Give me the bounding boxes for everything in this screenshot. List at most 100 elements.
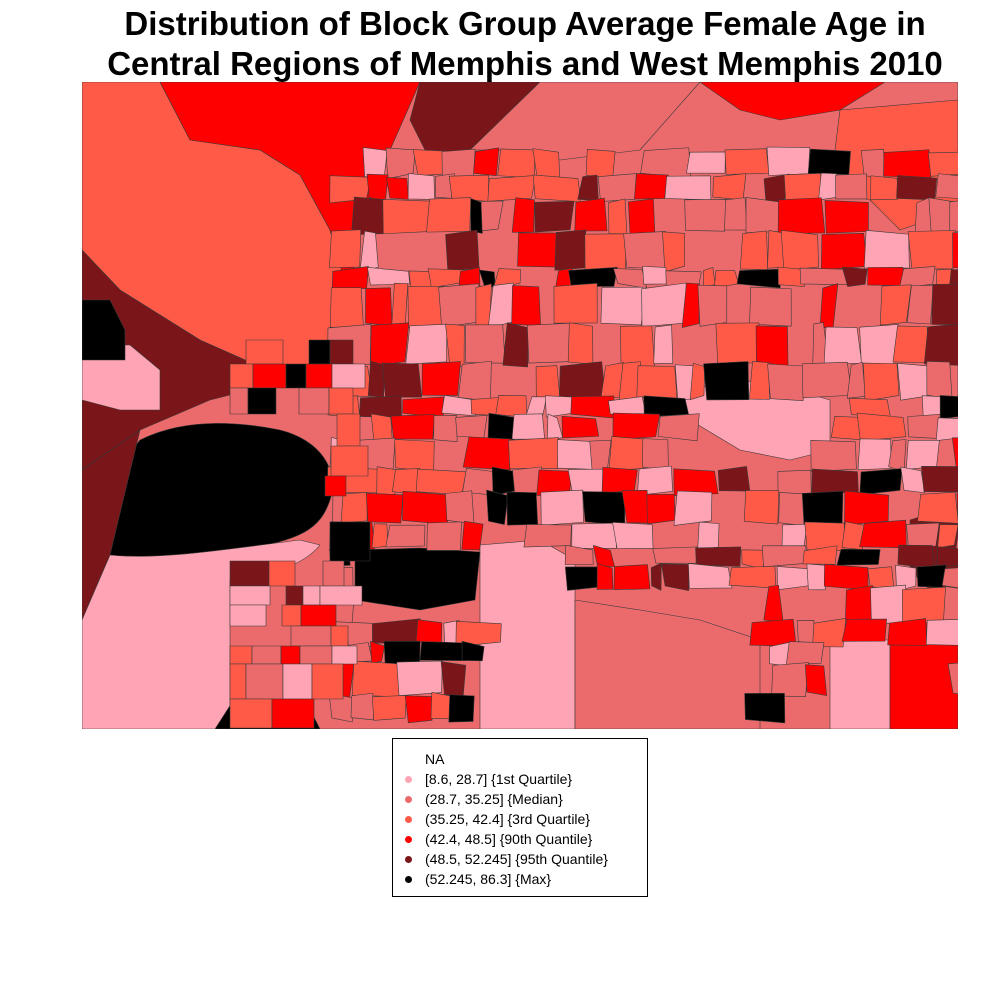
block-group (818, 172, 838, 201)
block-group (480, 200, 504, 232)
block-group (559, 361, 606, 398)
block-group (695, 546, 742, 567)
block-group (921, 466, 958, 493)
block-group (229, 604, 267, 627)
block-group (642, 266, 667, 285)
region-northeast-red (699, 82, 886, 121)
block-group (899, 266, 936, 289)
block-group (247, 387, 277, 415)
block-group (426, 197, 472, 233)
legend-label: (28.7, 35.25] {Median} (425, 791, 563, 807)
block-group (540, 489, 584, 526)
block-group (724, 148, 770, 175)
block-group (462, 436, 512, 471)
block-group (600, 286, 647, 326)
block-group (835, 173, 868, 200)
region-south-black-1 (354, 547, 481, 611)
block-group (859, 324, 899, 367)
block-group (464, 324, 506, 364)
block-group (245, 339, 284, 365)
block-group (907, 413, 941, 439)
block-group (608, 198, 628, 235)
block-group (557, 439, 593, 470)
block-group (511, 197, 535, 233)
block-group (628, 198, 656, 234)
block-group (923, 323, 958, 366)
block-group (553, 283, 598, 324)
block-group (926, 361, 953, 400)
block-group (461, 520, 484, 551)
block-group (646, 494, 676, 525)
legend-item: (35.25, 42.4] {3rd Quartile} (403, 809, 590, 829)
block-group (330, 445, 369, 477)
block-group (939, 395, 958, 420)
block-group (744, 692, 786, 724)
block-group (251, 645, 282, 665)
block-group (867, 267, 906, 287)
block-group (859, 468, 903, 495)
block-group (935, 173, 958, 199)
block-group (821, 232, 868, 271)
block-group (570, 395, 615, 419)
block-group (650, 562, 662, 591)
block-group (796, 620, 816, 646)
legend-label: (42.4, 48.5] {90th Quantile} (425, 831, 593, 847)
legend-label: [8.6, 28.7] {1st Quartile} (425, 771, 573, 787)
block-group (811, 468, 859, 494)
block-group (612, 412, 661, 441)
block-group (328, 387, 354, 415)
block-group (561, 416, 600, 439)
legend-swatch (405, 875, 412, 883)
block-group (506, 491, 539, 526)
block-group (778, 492, 805, 527)
block-group (641, 282, 687, 327)
block-group (836, 548, 881, 566)
block-group (445, 229, 480, 271)
block-group (688, 563, 733, 589)
block-group (487, 175, 537, 202)
block-group (879, 284, 912, 326)
block-group (391, 282, 409, 329)
block-group (458, 360, 492, 402)
block-group (806, 563, 827, 591)
block-group (844, 490, 889, 526)
block-group (724, 197, 748, 231)
block-group (370, 322, 410, 367)
region-northwest-black (82, 299, 126, 361)
block-group (385, 147, 416, 180)
block-group (511, 285, 541, 327)
block-group (728, 565, 777, 589)
block-group (870, 584, 907, 624)
block-group (461, 640, 485, 662)
block-group (653, 324, 674, 364)
block-group (905, 439, 940, 470)
block-group (281, 604, 302, 627)
block-group (917, 491, 958, 524)
block-group (608, 436, 645, 471)
block-group (554, 229, 587, 271)
block-group (329, 229, 362, 268)
block-group (776, 566, 810, 591)
region-southeast-pink (829, 639, 891, 729)
block-groups (229, 146, 958, 729)
legend-swatch (405, 815, 412, 823)
block-group (567, 468, 604, 494)
block-group (895, 564, 917, 592)
legend-label: (48.5, 52.245] {95th Quantile} (425, 851, 608, 867)
block-group (584, 233, 627, 272)
block-group (623, 231, 666, 269)
legend-label: (52.245, 86.3] {Max} (425, 871, 552, 887)
block-group (330, 625, 349, 647)
block-group (830, 416, 862, 441)
block-group (739, 230, 769, 271)
block-group (870, 175, 899, 201)
block-group (329, 287, 364, 328)
legend-label: (35.25, 42.4] {3rd Quartile} (425, 811, 590, 827)
block-group (916, 564, 947, 588)
block-group (689, 362, 705, 400)
block-group (717, 466, 751, 492)
block-group (371, 523, 389, 549)
block-group (589, 439, 612, 471)
block-group (565, 566, 601, 591)
block-group (841, 618, 887, 642)
